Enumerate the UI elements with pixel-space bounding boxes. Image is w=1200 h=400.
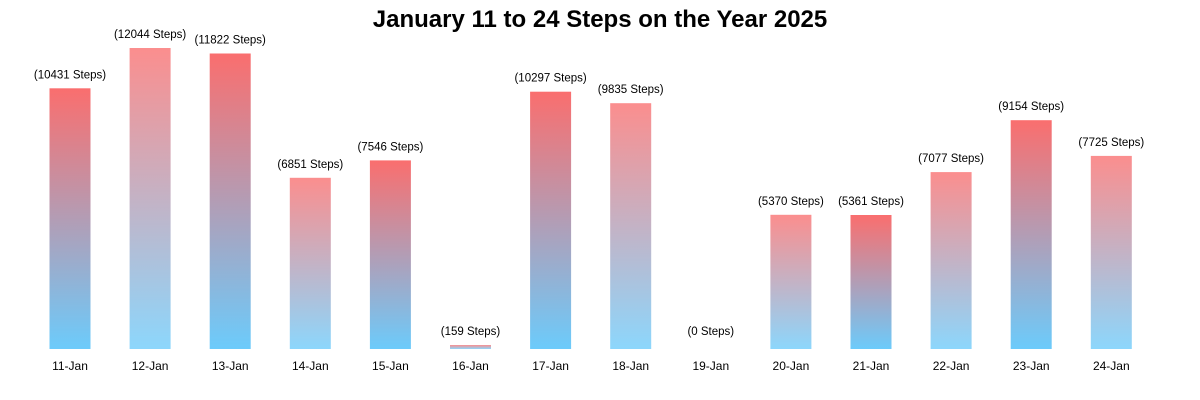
bar-18-Jan [610,103,652,349]
value-label-21-Jan: (5361 Steps) [838,196,904,208]
bar-15-Jan [369,160,411,349]
bar-22-Jan [930,172,972,349]
category-label-18-Jan: 18-Jan [612,359,649,373]
category-label-16-Jan: 16-Jan [452,359,489,373]
value-label-19-Jan: (0 Steps) [687,326,734,338]
category-label-13-Jan: 13-Jan [212,359,249,373]
category-labels-layer: 11-Jan 12-Jan 13-Jan 14-Jan 15-Jan 16-Jan 17-J… [52,359,1130,373]
bars-layer [49,48,1132,350]
category-label-23-Jan: 23-Jan [1013,359,1050,373]
value-label-20-Jan: (5370 Steps) [758,196,824,208]
chart-title: January 11 to 24 Steps on the Year 2025 [372,6,828,33]
value-label-17-Jan: (10297 Steps) [514,73,586,85]
value-label-12-Jan: (12044 Steps) [114,29,186,41]
bar-21-Jan [850,215,892,349]
value-label-15-Jan: (7546 Steps) [357,141,423,153]
category-label-19-Jan: 19-Jan [692,359,729,373]
category-label-17-Jan: 17-Jan [532,359,569,373]
value-label-22-Jan: (7077 Steps) [918,153,984,165]
category-label-12-Jan: 12-Jan [132,359,169,373]
value-label-14-Jan: (6851 Steps) [277,159,343,171]
category-label-20-Jan: 20-Jan [773,359,810,373]
value-label-18-Jan: (9835 Steps) [598,84,664,96]
value-label-16-Jan: (159 Steps) [441,326,501,338]
bar-16-Jan [450,345,491,349]
category-label-11-Jan: 11-Jan [52,359,88,373]
bar-23-Jan [1010,120,1052,349]
bar-12-Jan [129,48,171,349]
value-label-11-Jan: (10431 Steps) [34,69,106,81]
bar-24-Jan [1090,155,1132,349]
value-labels-layer: (10431 Steps) (12044 Steps) (11822 Steps) (… [34,29,1145,338]
bar-17-Jan [530,91,572,349]
value-label-13-Jan: (11822 Steps) [195,35,267,47]
category-label-14-Jan: 14-Jan [292,359,329,373]
value-label-24-Jan: (7725 Steps) [1078,137,1144,149]
category-label-15-Jan: 15-Jan [372,359,409,373]
category-label-22-Jan: 22-Jan [933,359,970,373]
value-label-23-Jan: (9154 Steps) [998,101,1064,113]
bar-14-Jan [289,177,331,349]
category-label-24-Jan: 24-Jan [1093,359,1130,373]
bar-20-Jan [770,214,812,349]
bar-13-Jan [209,53,251,349]
bar-11-Jan [49,88,91,350]
category-label-21-Jan: 21-Jan [853,359,890,373]
